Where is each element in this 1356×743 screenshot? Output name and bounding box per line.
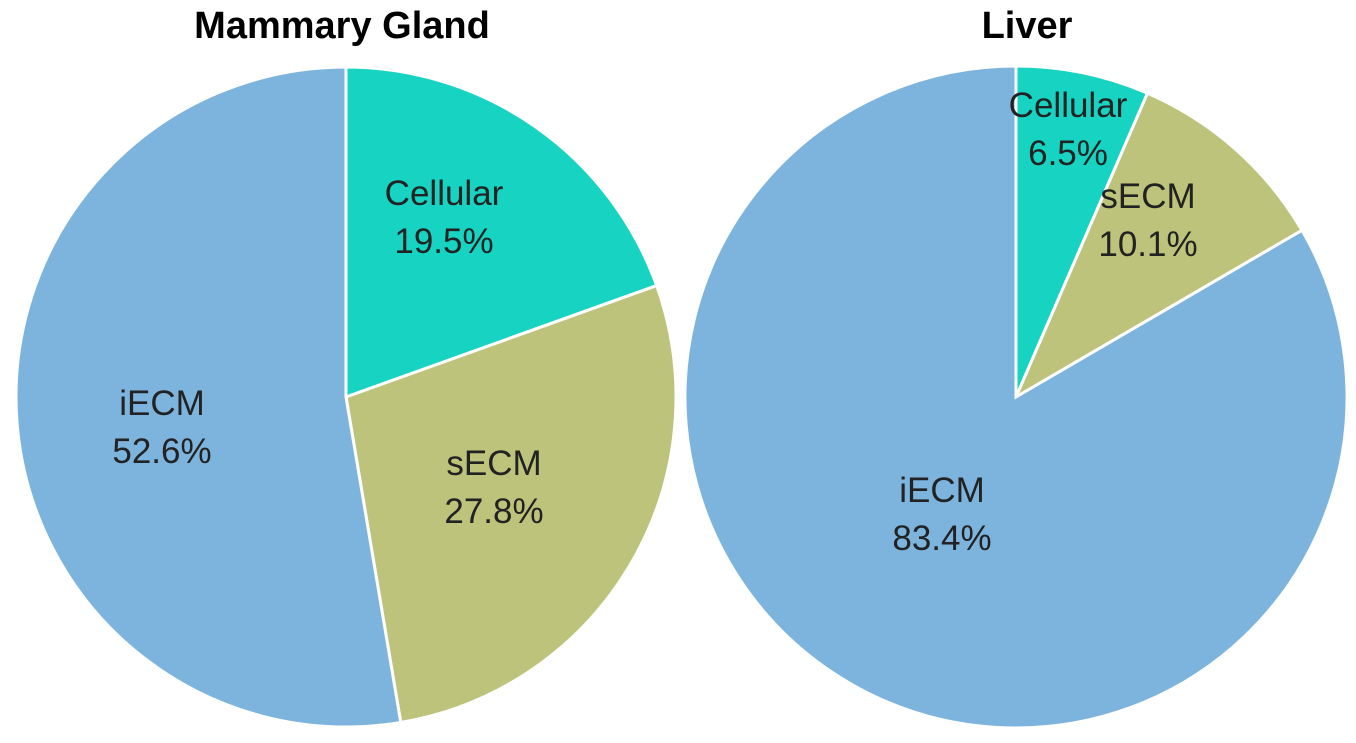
mammary-gland-label-iecm-name: iECM bbox=[119, 384, 205, 423]
mammary-gland-slice-cellular bbox=[344, 65, 659, 400]
liver-label-iecm-name: iECM bbox=[899, 471, 985, 510]
mammary-gland-pie-chart: Mammary Gland Cellular 19.5% sECM 27.8% iECM… bbox=[14, 5, 678, 729]
liver-pie-chart: Liver Cellular 6.5% sECM 10.1% iECM 83.4% bbox=[683, 5, 1349, 730]
liver-label-secm: sECM 10.1% bbox=[1098, 177, 1197, 264]
chart-title-mammary-gland: Mammary Gland bbox=[194, 5, 490, 47]
mammary-gland-slice-iecm bbox=[14, 65, 403, 729]
chart-title-liver: Liver bbox=[982, 5, 1073, 47]
mammary-gland-labels: Cellular 19.5% sECM 27.8% iECM 52.6% bbox=[112, 174, 543, 531]
liver-label-iecm: iECM 83.4% bbox=[892, 471, 991, 558]
mammary-gland-slice-secm bbox=[344, 283, 678, 725]
liver-slices bbox=[683, 64, 1349, 730]
mammary-gland-label-secm: sECM 27.8% bbox=[444, 444, 543, 531]
liver-label-iecm-value: 83.4% bbox=[892, 519, 991, 558]
mammary-gland-label-secm-name: sECM bbox=[446, 444, 541, 483]
mammary-gland-label-secm-value: 27.8% bbox=[444, 492, 543, 531]
mammary-gland-label-cellular-name: Cellular bbox=[385, 174, 504, 213]
liver-slice-cellular bbox=[1014, 64, 1150, 398]
mammary-gland-slices bbox=[14, 65, 678, 729]
liver-slice-iecm bbox=[683, 64, 1349, 730]
mammary-gland-label-iecm: iECM 52.6% bbox=[112, 384, 211, 471]
liver-label-secm-name: sECM bbox=[1100, 177, 1195, 216]
mammary-gland-label-cellular-value: 19.5% bbox=[394, 222, 493, 261]
liver-label-cellular-name: Cellular bbox=[1009, 86, 1128, 125]
mammary-gland-label-cellular: Cellular 19.5% bbox=[385, 174, 504, 261]
liver-label-cellular: Cellular 6.5% bbox=[1009, 86, 1128, 173]
liver-label-secm-value: 10.1% bbox=[1098, 225, 1197, 264]
mammary-gland-label-iecm-value: 52.6% bbox=[112, 432, 211, 471]
liver-labels: Cellular 6.5% sECM 10.1% iECM 83.4% bbox=[892, 86, 1197, 558]
liver-label-cellular-value: 6.5% bbox=[1028, 134, 1108, 173]
liver-slice-secm bbox=[1012, 91, 1305, 401]
